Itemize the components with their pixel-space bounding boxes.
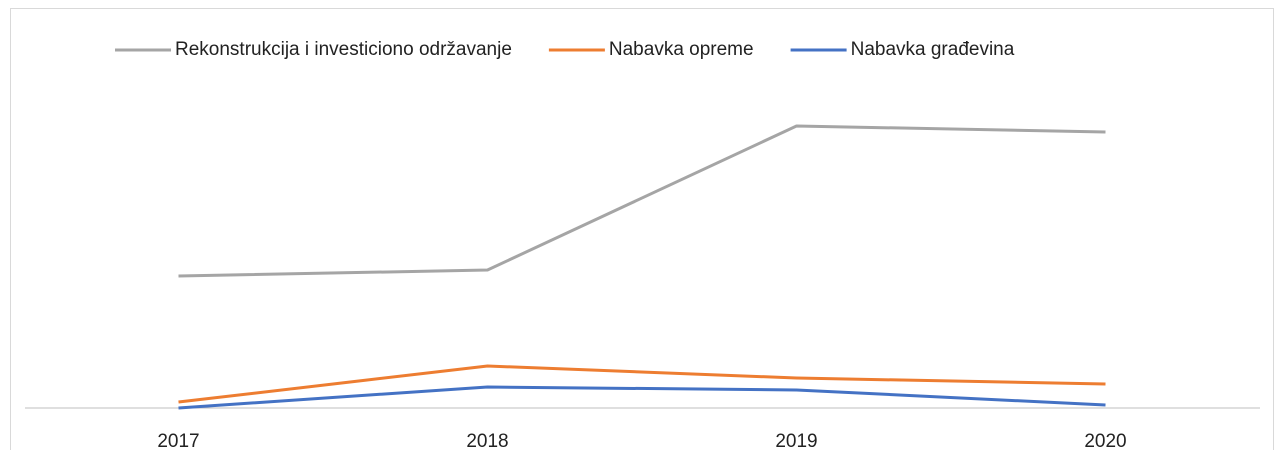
legend-label: Nabavka opreme (609, 39, 754, 60)
x-tick-label: 2018 (466, 431, 508, 450)
x-tick-label: 2019 (775, 431, 817, 450)
series-line (178, 385, 1106, 410)
legend-label: Rekonstrukcija i investiciono održavanje (175, 39, 512, 60)
legend-label: Nabavka građevina (851, 39, 1015, 60)
chart-frame (10, 8, 1274, 450)
x-tick-label: 2017 (157, 431, 199, 450)
series-line (178, 364, 1106, 404)
series-line (178, 124, 1106, 278)
x-tick-label: 2020 (1084, 431, 1126, 450)
